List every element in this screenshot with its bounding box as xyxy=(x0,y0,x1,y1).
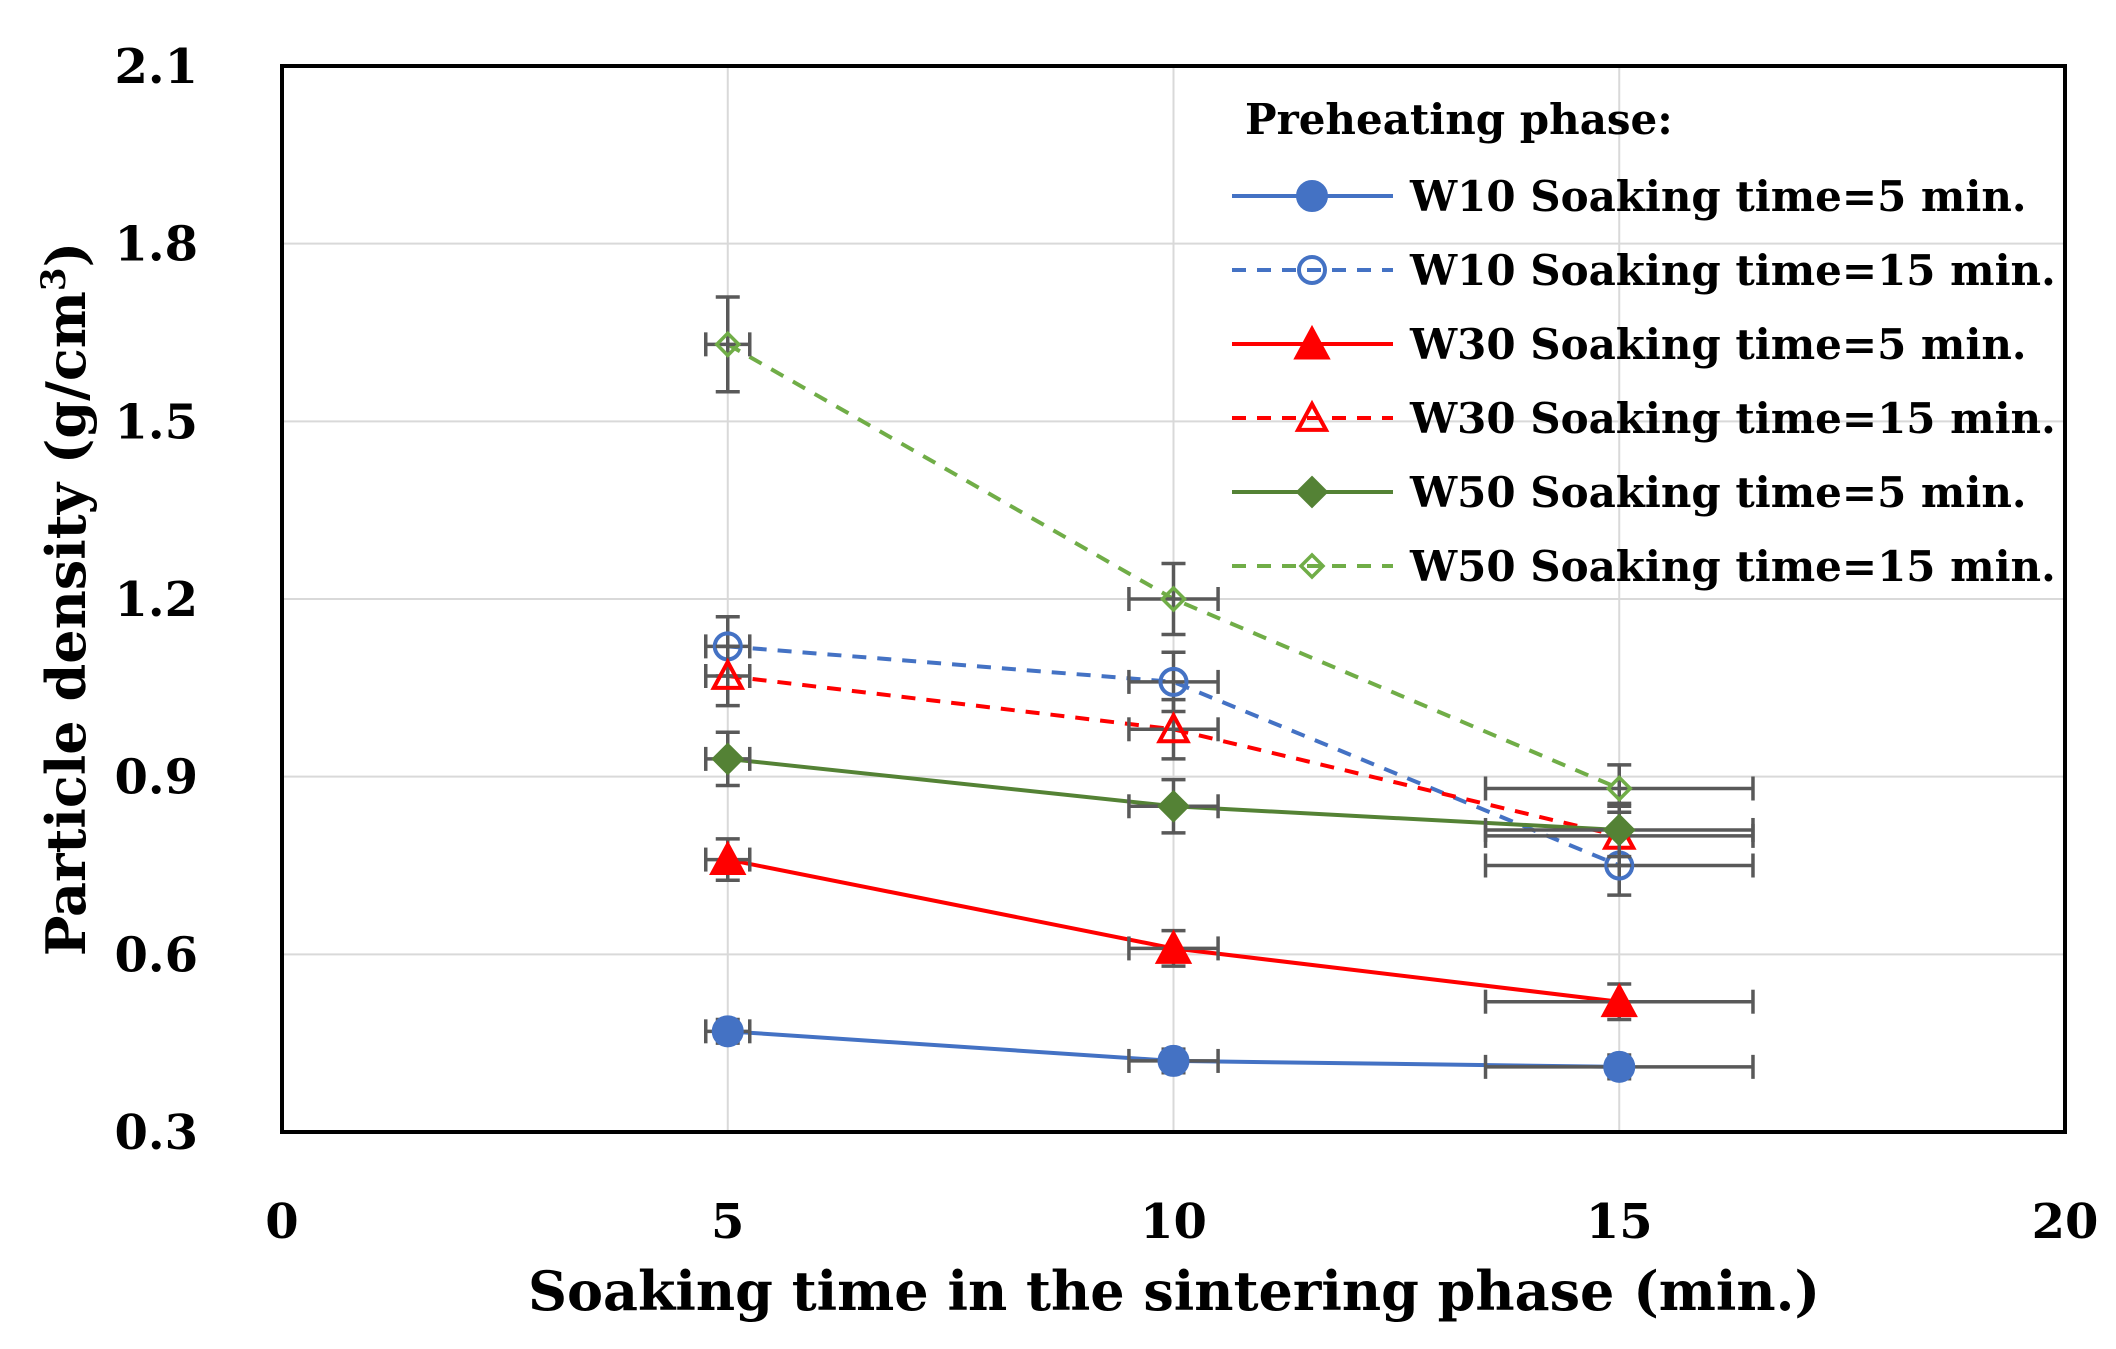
error-bar-5-2 xyxy=(1483,763,1755,814)
series-3 xyxy=(704,644,1755,868)
y-tick-label-0: 0.3 xyxy=(114,1105,198,1161)
legend-item-0: W10 Soaking time=5 min. xyxy=(1232,172,2027,221)
series-line-3 xyxy=(727,674,1620,838)
legend-marker-3 xyxy=(1294,399,1330,432)
legend-marker-2 xyxy=(1293,324,1331,360)
error-bar-5-1 xyxy=(1127,561,1220,637)
series-0 xyxy=(704,1015,1755,1083)
data-point-2-1 xyxy=(1154,929,1193,964)
legend: Preheating phase: W10 Soaking time=5 min… xyxy=(1232,95,2056,591)
tick-labels: 0.3 0.6 0.9 1.2 1.5 1.8 2.1 0 5 10 15 20 xyxy=(114,39,2098,1250)
data-point-4-2 xyxy=(1602,813,1636,847)
series-2 xyxy=(704,837,1755,1022)
series-1 xyxy=(704,615,1755,897)
series-5 xyxy=(704,295,1755,814)
x-axis-title: Soaking time in the sintering phase (min… xyxy=(528,1259,1820,1323)
legend-label-0: W10 Soaking time=5 min. xyxy=(1409,172,2027,221)
data-point-2-2 xyxy=(1600,982,1638,1018)
series-4 xyxy=(704,730,1755,859)
data-point-3-1 xyxy=(1156,711,1191,744)
legend-marker-0 xyxy=(1296,180,1328,212)
data-point-0-0 xyxy=(711,1015,744,1048)
legend-label-2: W30 Soaking time=5 min. xyxy=(1409,320,2027,369)
x-tick-label-0: 0 xyxy=(265,1194,298,1250)
data-point-5-2 xyxy=(1605,775,1633,802)
error-bar-1-1 xyxy=(1127,650,1220,714)
legend-items: W10 Soaking time=5 min. W10 Soaking time=… xyxy=(1232,172,2056,591)
x-tick-label-3: 15 xyxy=(1586,1194,1653,1250)
legend-title: Preheating phase: xyxy=(1245,95,1673,144)
data-point-2-0 xyxy=(709,840,747,876)
data-point-5-1 xyxy=(1160,585,1187,613)
legend-item-1: W10 Soaking time=15 min. xyxy=(1232,246,2056,295)
error-bar-5-0 xyxy=(704,295,752,394)
error-bar-3-0 xyxy=(704,644,752,708)
legend-item-4: W50 Soaking time=5 min. xyxy=(1232,468,2027,517)
y-tick-label-4: 1.5 xyxy=(114,394,198,450)
legend-item-3: W30 Soaking time=15 min. xyxy=(1232,394,2056,443)
legend-label-1: W10 Soaking time=15 min. xyxy=(1409,246,2056,295)
data-point-0-2 xyxy=(1603,1050,1636,1083)
data-point-5-0 xyxy=(714,330,742,358)
data-point-3-0 xyxy=(710,657,746,690)
data-point-1-1 xyxy=(1158,666,1189,697)
data-series xyxy=(704,295,1755,1083)
legend-label-5: W50 Soaking time=15 min. xyxy=(1409,542,2056,591)
y-tick-label-5: 1.8 xyxy=(114,217,198,273)
y-tick-label-2: 0.9 xyxy=(114,750,198,806)
legend-item-2: W30 Soaking time=5 min. xyxy=(1232,320,2027,369)
x-tick-label-1: 5 xyxy=(711,1194,744,1250)
x-tick-label-2: 10 xyxy=(1140,1194,1207,1250)
legend-marker-1 xyxy=(1297,255,1327,285)
legend-marker-5 xyxy=(1298,552,1326,580)
y-axis-title: Particle density (g/cm3) xyxy=(34,242,98,956)
data-point-0-1 xyxy=(1157,1044,1190,1077)
y-tick-label-3: 1.2 xyxy=(114,572,198,628)
legend-item-5: W50 Soaking time=15 min. xyxy=(1232,542,2056,591)
plot-area-frame xyxy=(280,64,2067,1134)
legend-label-4: W50 Soaking time=5 min. xyxy=(1409,468,2027,517)
data-point-4-0 xyxy=(711,742,745,776)
y-tick-label-1: 0.6 xyxy=(114,927,198,983)
data-point-4-1 xyxy=(1157,789,1190,823)
x-tick-label-4: 20 xyxy=(2032,1194,2099,1250)
y-tick-label-6: 2.1 xyxy=(114,39,198,95)
error-bar-3-1 xyxy=(1127,697,1220,761)
legend-marker-4 xyxy=(1295,475,1329,509)
legend-label-3: W30 Soaking time=15 min. xyxy=(1409,394,2056,443)
